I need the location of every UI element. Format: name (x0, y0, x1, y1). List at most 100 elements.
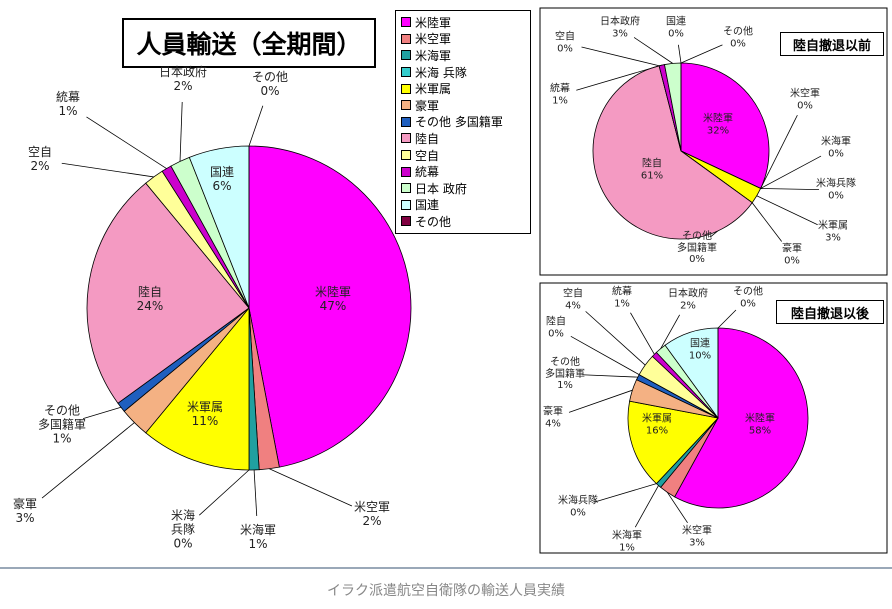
slice-name: 空自 (27, 145, 53, 160)
data-label: 豪軍 0% (782, 244, 802, 267)
legend-item: 米海軍 (398, 47, 528, 64)
legend-swatch (401, 183, 411, 194)
slice-name: 国連 (666, 16, 686, 28)
slice-value: 4% (565, 300, 581, 311)
slice-name: 米軍属 (818, 220, 848, 232)
leader-line (630, 312, 655, 355)
slice-name: その他 多国籍軍 (545, 356, 585, 380)
slice-name: 統幕 (612, 286, 632, 298)
legend-item: 米空軍 (398, 31, 528, 48)
slice-name: 陸自 (546, 316, 566, 328)
leader-line (568, 389, 633, 413)
data-label: 統幕 1% (55, 90, 81, 119)
data-label: 統幕 1% (550, 84, 570, 107)
leader-line (760, 155, 822, 189)
slice-value: 2% (680, 300, 696, 311)
legend-swatch (401, 116, 411, 127)
data-label: 米軍属 3% (818, 221, 848, 244)
slice-value: 0% (173, 535, 193, 550)
legend-item: 米海 兵隊 (398, 64, 528, 81)
slice-value: 2% (362, 514, 382, 528)
slice-value: 58% (748, 425, 772, 436)
legend-swatch (401, 100, 411, 111)
leader-line (680, 44, 723, 64)
leader-line (667, 492, 688, 524)
slice-value: 6% (212, 179, 232, 193)
leader-line (585, 311, 646, 366)
slice-name: 国連 (209, 165, 235, 180)
legend-swatch (401, 50, 411, 61)
legend-swatch (401, 67, 411, 78)
leader-line (570, 335, 640, 375)
slice-name: 陸自 (641, 158, 662, 170)
slice-value: 0% (828, 190, 844, 201)
legend-label: 米海軍 (415, 48, 452, 63)
leader-line (581, 46, 660, 67)
slice-value: 0% (797, 100, 813, 111)
leader-line (717, 309, 737, 329)
slice-name: その他 (251, 70, 289, 85)
legend-item: 米軍属 (398, 80, 528, 97)
leader-line (179, 101, 183, 162)
legend-label: 空自 (415, 148, 440, 163)
chart-title: 陸自撤退以後 (776, 300, 884, 324)
slice-name: 米軍属 (186, 400, 224, 415)
slice-name: 米海軍 (612, 530, 642, 542)
leader-line (756, 195, 818, 226)
slice-value: 3% (689, 537, 705, 548)
legend-label: 米陸軍 (415, 15, 452, 30)
legend-label: 日本 政府 (415, 181, 467, 196)
data-label: 米軍属 16% (642, 414, 672, 437)
slice-value: 61% (640, 170, 664, 181)
slice-value: 0% (730, 38, 746, 49)
data-label: 国連 10% (689, 339, 711, 362)
slice-value: 2% (30, 159, 50, 173)
data-label: 陸自 24% (136, 285, 164, 314)
data-label: 国連 0% (666, 17, 686, 40)
legend-label: 米空軍 (415, 32, 452, 47)
leader-line (581, 374, 638, 378)
data-label: 米海兵隊 0% (816, 179, 856, 202)
slice-value: 1% (557, 379, 573, 391)
data-label: 米海兵隊 0% (558, 496, 598, 519)
slice-value: 0% (548, 328, 564, 339)
data-label: 米陸軍 58% (745, 414, 775, 437)
legend-item: 国連 (398, 197, 528, 214)
slice-value: 0% (740, 298, 756, 309)
leader-line (86, 116, 167, 169)
slice-name: 空自 (555, 31, 575, 43)
slice-value: 4% (545, 418, 561, 429)
slice-name: 統幕 (55, 90, 81, 105)
legend: 米陸軍米空軍 米海軍 米海 兵隊 米軍属 豪軍その他 多国籍軍 陸自 空自統幕 日本 政府 国連… (395, 10, 531, 234)
data-label: 米海 兵隊 0% (171, 509, 195, 550)
data-label: 米軍属 11% (186, 400, 224, 429)
data-label: その他 0% (723, 27, 753, 50)
chart-title: 陸自撤退以前 (780, 32, 884, 56)
data-label: 空自 0% (555, 32, 575, 55)
slice-value: 3% (825, 232, 841, 243)
legend-swatch (401, 166, 411, 177)
data-label: その他 多国籍軍 0% (677, 231, 717, 266)
slice-value: 2% (173, 79, 193, 93)
data-label: 日本政府 2% (159, 65, 207, 94)
slice-value: 24% (136, 299, 164, 313)
legend-swatch (401, 199, 411, 210)
slice-value: 16% (645, 425, 669, 436)
chart-title: 人員輸送（全期間） (122, 18, 376, 68)
legend-label: その他 多国籍軍 (415, 115, 503, 130)
slice-name: 米空軍 (682, 525, 712, 537)
slice-value: 11% (191, 414, 219, 428)
data-label: 国連 6% (209, 165, 235, 194)
slice-value: 1% (552, 95, 568, 106)
slice-name: 陸自 (137, 285, 163, 300)
leader-line (248, 105, 264, 147)
data-label: 米空軍 0% (790, 89, 820, 112)
slice-value: 1% (614, 298, 630, 309)
legend-label: 豪軍 (415, 98, 440, 113)
slice-value: 0% (260, 84, 280, 98)
legend-label: 統幕 (415, 165, 440, 180)
panel-frame (539, 282, 888, 554)
legend-label: 米軍属 (415, 82, 452, 97)
slice-value: 32% (706, 125, 730, 136)
legend-item: 陸自 (398, 130, 528, 147)
